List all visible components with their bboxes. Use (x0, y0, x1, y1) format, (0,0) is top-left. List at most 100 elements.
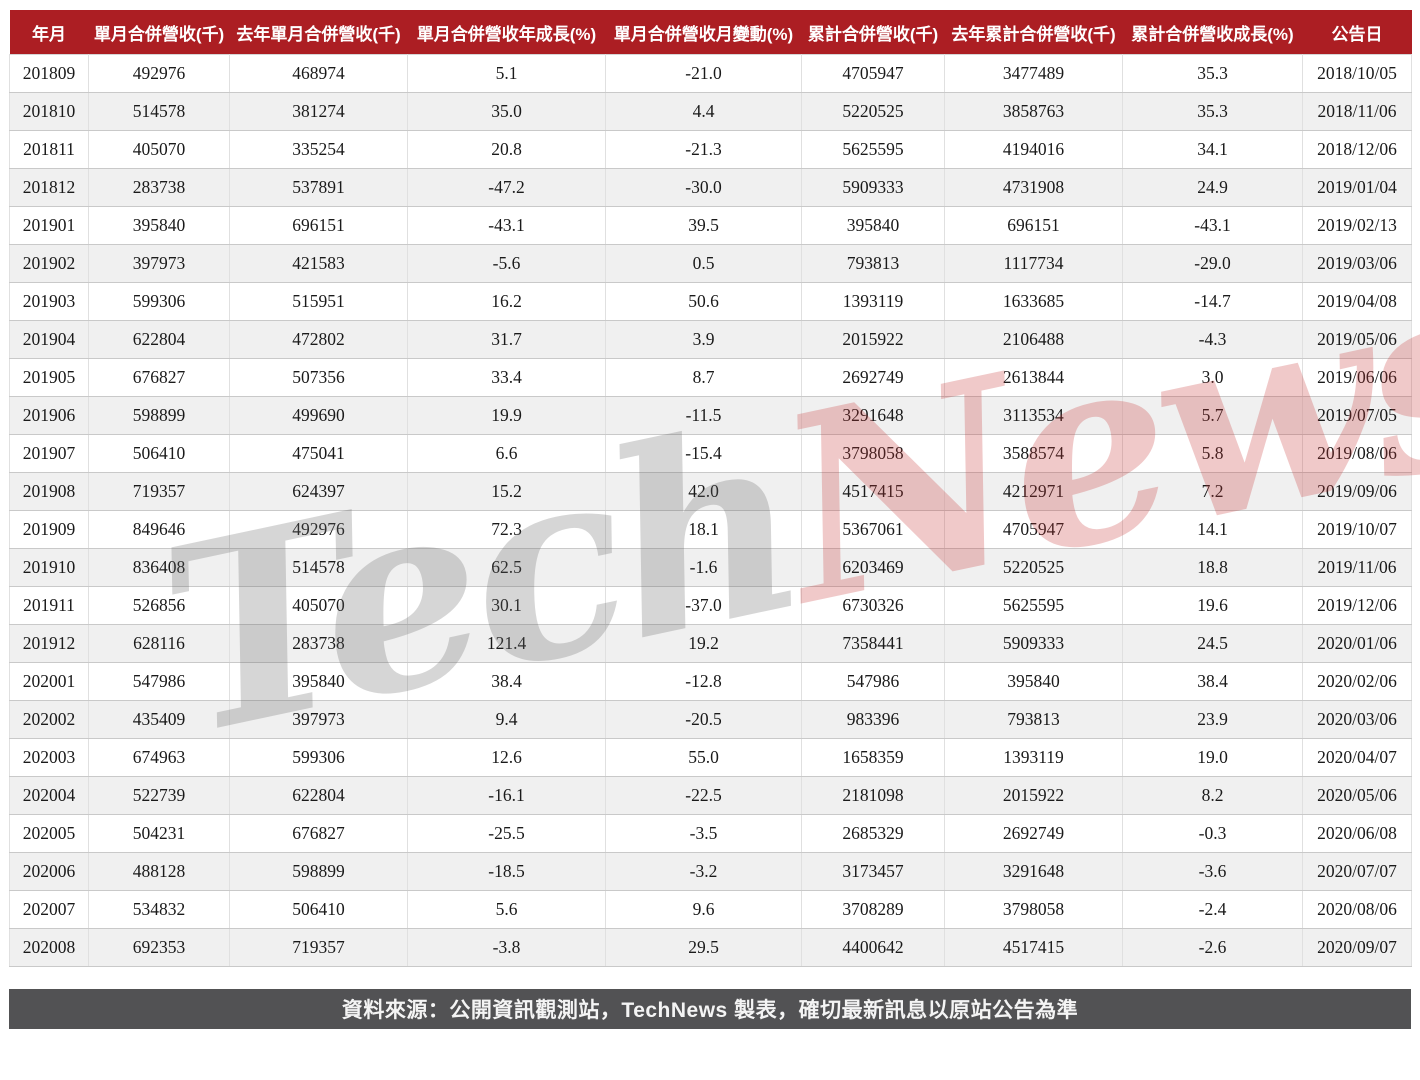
table-cell: 395840 (229, 662, 408, 701)
table-cell: 2613844 (944, 358, 1123, 397)
table-cell: 507356 (229, 358, 408, 397)
table-cell: 201908 (9, 472, 89, 511)
table-cell: 2020/04/07 (1302, 738, 1412, 777)
table-cell: 201905 (9, 358, 89, 397)
table-cell: 7.2 (1122, 472, 1303, 511)
revenue-table: 年月 單月合併營收(千) 去年單月合併營收(千) 單月合併營收年成長(%) 單月合併營收… (9, 10, 1412, 967)
table-cell: -2.6 (1122, 928, 1303, 967)
table-cell: -29.0 (1122, 244, 1303, 283)
table-cell: 8.2 (1122, 776, 1303, 815)
table-cell: 504231 (88, 814, 230, 853)
table-cell: 534832 (88, 890, 230, 929)
table-cell: 1117734 (944, 244, 1123, 283)
table-cell: -47.2 (407, 168, 606, 207)
column-header: 累計合併營收(千) (801, 10, 945, 55)
table-cell: -3.2 (605, 852, 802, 891)
table-cell: 35.3 (1122, 54, 1303, 93)
table-cell: 5220525 (801, 92, 945, 131)
table-cell: 2015922 (801, 320, 945, 359)
table-cell: 24.5 (1122, 624, 1303, 663)
table-cell: -30.0 (605, 168, 802, 207)
table-row: 201811 405070 335254 20.8 -21.3 5625595 419401… (9, 130, 1412, 169)
table-cell: 2019/04/08 (1302, 282, 1412, 321)
table-cell: 3.9 (605, 320, 802, 359)
table-cell: 201810 (9, 92, 89, 131)
table-cell: 202008 (9, 928, 89, 967)
table-cell: 674963 (88, 738, 230, 777)
table-cell: 201809 (9, 54, 89, 93)
table-cell: 3588574 (944, 434, 1123, 473)
table-cell: 3708289 (801, 890, 945, 929)
table-cell: 5367061 (801, 510, 945, 549)
table-cell: -11.5 (605, 396, 802, 435)
table-cell: 381274 (229, 92, 408, 131)
table-row: 201910 836408 514578 62.5 -1.6 6203469 5220525… (9, 548, 1412, 587)
table-header: 年月 單月合併營收(千) 去年單月合併營收(千) 單月合併營收年成長(%) 單月合併營收… (9, 10, 1412, 55)
table-cell: 4517415 (801, 472, 945, 511)
table-cell: 397973 (88, 244, 230, 283)
table-cell: 5.8 (1122, 434, 1303, 473)
table-cell: 34.1 (1122, 130, 1303, 169)
table-cell: 2018/10/05 (1302, 54, 1412, 93)
table-row: 201906 598899 499690 19.9 -11.5 3291648 311353… (9, 396, 1412, 435)
table-cell: 2019/03/06 (1302, 244, 1412, 283)
column-header: 累計合併營收成長(%) (1122, 10, 1303, 55)
table-cell: 3173457 (801, 852, 945, 891)
table-cell: 18.8 (1122, 548, 1303, 587)
table-cell: 2019/02/13 (1302, 206, 1412, 245)
table-cell: 5625595 (801, 130, 945, 169)
table-cell: 6203469 (801, 548, 945, 587)
table-cell: 405070 (229, 586, 408, 625)
table-cell: 4705947 (944, 510, 1123, 549)
table-cell: 201907 (9, 434, 89, 473)
table-cell: 9.6 (605, 890, 802, 929)
table-cell: 514578 (229, 548, 408, 587)
table-cell: 30.1 (407, 586, 606, 625)
table-row: 201905 676827 507356 33.4 8.7 2692749 2613844 3… (9, 358, 1412, 397)
table-cell: 4212971 (944, 472, 1123, 511)
table-cell: 201901 (9, 206, 89, 245)
column-header: 單月合併營收年成長(%) (407, 10, 606, 55)
table-cell: 20.8 (407, 130, 606, 169)
table-cell: 55.0 (605, 738, 802, 777)
table-cell: 23.9 (1122, 700, 1303, 739)
table-cell: 19.6 (1122, 586, 1303, 625)
table-cell: 7358441 (801, 624, 945, 663)
table-cell: -2.4 (1122, 890, 1303, 929)
table-cell: 522739 (88, 776, 230, 815)
table-cell: 537891 (229, 168, 408, 207)
table-row: 201909 849646 492976 72.3 18.1 5367061 4705947… (9, 510, 1412, 549)
table-cell: 4194016 (944, 130, 1123, 169)
table-row: 201812 283738 537891 -47.2 -30.0 5909333 47319… (9, 168, 1412, 207)
table-cell: 488128 (88, 852, 230, 891)
table-cell: 202001 (9, 662, 89, 701)
table-cell: 35.3 (1122, 92, 1303, 131)
table-cell: 4.4 (605, 92, 802, 131)
table-cell: 2181098 (801, 776, 945, 815)
table-cell: 33.4 (407, 358, 606, 397)
table-cell: 38.4 (407, 662, 606, 701)
table-cell: 2019/07/05 (1302, 396, 1412, 435)
table-cell: 3291648 (801, 396, 945, 435)
table-cell: 8.7 (605, 358, 802, 397)
table-cell: 3858763 (944, 92, 1123, 131)
table-cell: 472802 (229, 320, 408, 359)
table-cell: 201903 (9, 282, 89, 321)
table-cell: 202004 (9, 776, 89, 815)
table-cell: 18.1 (605, 510, 802, 549)
table-cell: 19.9 (407, 396, 606, 435)
table-row: 201903 599306 515951 16.2 50.6 1393119 1633685… (9, 282, 1412, 321)
table-cell: -43.1 (1122, 206, 1303, 245)
table-cell: 622804 (229, 776, 408, 815)
table-cell: -43.1 (407, 206, 606, 245)
table-cell: -16.1 (407, 776, 606, 815)
table-cell: 5220525 (944, 548, 1123, 587)
table-cell: 2019/06/06 (1302, 358, 1412, 397)
table-cell: -21.0 (605, 54, 802, 93)
table-cell: -25.5 (407, 814, 606, 853)
table-cell: 35.0 (407, 92, 606, 131)
table-cell: 492976 (229, 510, 408, 549)
table-cell: -15.4 (605, 434, 802, 473)
table-cell: 598899 (88, 396, 230, 435)
table-cell: 2020/07/07 (1302, 852, 1412, 891)
